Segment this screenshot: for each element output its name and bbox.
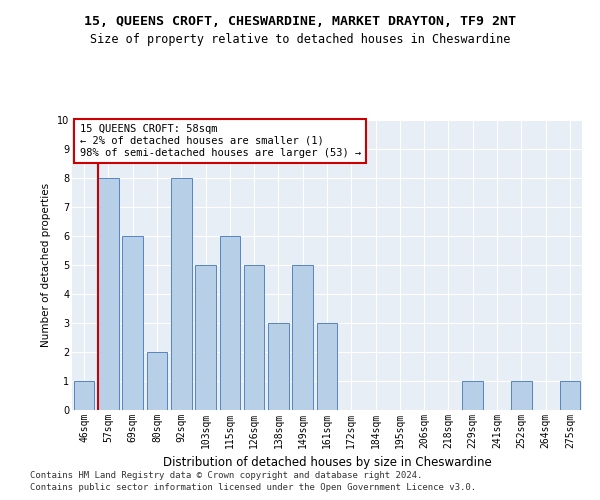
Bar xyxy=(195,265,216,410)
Bar xyxy=(220,236,240,410)
Bar xyxy=(98,178,119,410)
Bar xyxy=(268,323,289,410)
Bar xyxy=(463,381,483,410)
Text: 15, QUEENS CROFT, CHESWARDINE, MARKET DRAYTON, TF9 2NT: 15, QUEENS CROFT, CHESWARDINE, MARKET DR… xyxy=(84,15,516,28)
Text: Size of property relative to detached houses in Cheswardine: Size of property relative to detached ho… xyxy=(90,32,510,46)
Y-axis label: Number of detached properties: Number of detached properties xyxy=(41,183,52,347)
Bar xyxy=(146,352,167,410)
Text: Contains public sector information licensed under the Open Government Licence v3: Contains public sector information licen… xyxy=(30,484,476,492)
Bar xyxy=(244,265,265,410)
Bar xyxy=(122,236,143,410)
Bar xyxy=(317,323,337,410)
Bar xyxy=(74,381,94,410)
Bar xyxy=(511,381,532,410)
Bar xyxy=(292,265,313,410)
Text: 15 QUEENS CROFT: 58sqm
← 2% of detached houses are smaller (1)
98% of semi-detac: 15 QUEENS CROFT: 58sqm ← 2% of detached … xyxy=(80,124,361,158)
Bar xyxy=(560,381,580,410)
Text: Contains HM Land Registry data © Crown copyright and database right 2024.: Contains HM Land Registry data © Crown c… xyxy=(30,471,422,480)
Bar xyxy=(171,178,191,410)
X-axis label: Distribution of detached houses by size in Cheswardine: Distribution of detached houses by size … xyxy=(163,456,491,469)
